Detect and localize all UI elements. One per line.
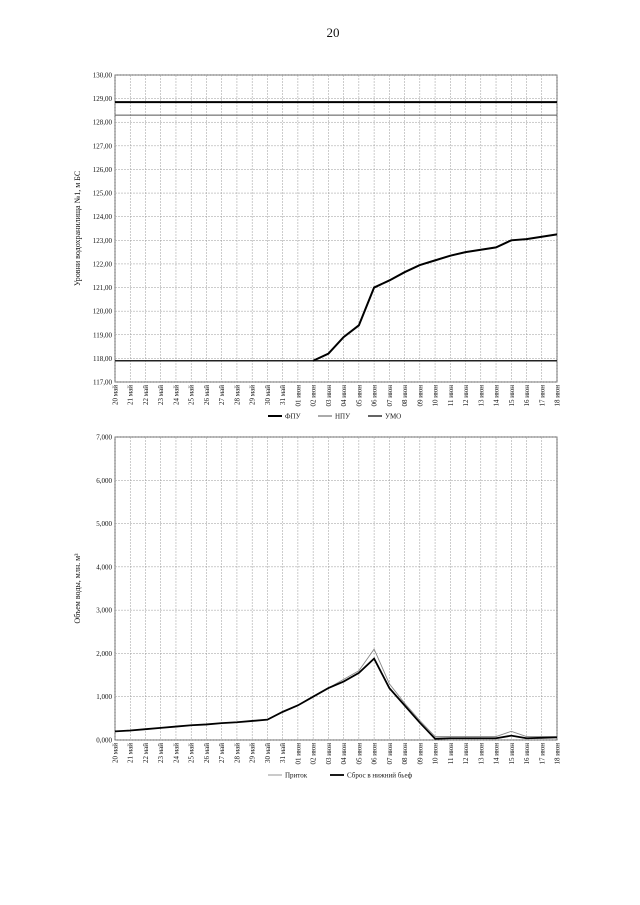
x-tick-label: 25 май — [188, 385, 196, 405]
x-tick-label: 28 май — [233, 743, 241, 763]
x-tick-label: 18 июн — [554, 743, 562, 765]
x-tick-label: 02 июн — [310, 385, 318, 407]
x-tick-label: 29 май — [249, 743, 257, 763]
x-tick-label: 04 июн — [340, 385, 348, 407]
y-tick-label: 121,00 — [93, 284, 113, 292]
x-tick-label: 27 май — [218, 743, 226, 763]
x-tick-label: 05 июн — [355, 385, 363, 407]
x-tick-label: 03 июн — [325, 385, 333, 407]
x-tick-label: 20 май — [112, 385, 120, 405]
x-tick-label: 13 июн — [477, 385, 485, 407]
x-tick-label: 17 июн — [538, 743, 546, 765]
x-tick-label: 05 июн — [355, 743, 363, 765]
x-tick-label: 22 май — [142, 385, 150, 405]
x-tick-label: 02 июн — [310, 743, 318, 765]
x-tick-label: 20 май — [112, 743, 120, 763]
x-tick-label: 16 июн — [523, 385, 531, 407]
y-tick-label: 129,00 — [93, 95, 113, 103]
y-tick-label: 122,00 — [93, 260, 113, 268]
x-tick-label: 26 май — [203, 385, 211, 405]
series-line — [312, 233, 558, 362]
y-tick-label: 123,00 — [93, 237, 113, 245]
legend-label: ФПУ — [285, 413, 301, 421]
y-axis-label: Объем воды, млн. м³ — [73, 553, 82, 624]
x-tick-label: 09 июн — [416, 385, 424, 407]
x-tick-label: 01 июн — [294, 385, 302, 407]
y-tick-label: 0,000 — [96, 737, 112, 745]
x-tick-label: 21 май — [127, 385, 135, 405]
y-tick-label: 3,000 — [96, 607, 112, 615]
x-tick-label: 10 июн — [432, 385, 440, 407]
x-tick-label: 01 июн — [294, 743, 302, 765]
x-tick-label: 07 июн — [386, 743, 394, 765]
y-tick-label: 5,000 — [96, 520, 112, 528]
x-tick-label: 08 июн — [401, 385, 409, 407]
y-tick-label: 120,00 — [93, 308, 113, 316]
x-tick-label: 25 май — [188, 743, 196, 763]
legend-label: УМО — [385, 413, 401, 421]
x-tick-label: 24 май — [172, 743, 180, 763]
x-tick-label: 15 июн — [508, 385, 516, 407]
y-tick-label: 4,000 — [96, 563, 112, 571]
x-tick-label: 09 июн — [416, 743, 424, 765]
y-tick-label: 118,00 — [93, 355, 112, 363]
x-tick-label: 27 май — [218, 385, 226, 405]
y-tick-label: 7,000 — [96, 434, 112, 442]
x-tick-label: 30 май — [264, 385, 272, 405]
x-tick-label: 12 июн — [462, 743, 470, 765]
x-tick-label: 15 июн — [508, 743, 516, 765]
x-tick-label: 29 май — [249, 385, 257, 405]
x-tick-label: 03 июн — [325, 743, 333, 765]
x-tick-label: 13 июн — [477, 743, 485, 765]
x-tick-label: 04 июн — [340, 743, 348, 765]
y-tick-label: 127,00 — [93, 142, 113, 150]
x-tick-label: 24 май — [172, 385, 180, 405]
x-tick-label: 31 май — [279, 743, 287, 763]
y-axis-label: Уровни водохранилища №1, м БС — [73, 171, 82, 286]
y-tick-label: 2,000 — [96, 650, 112, 658]
legend-label: НПУ — [335, 413, 350, 421]
y-tick-label: 128,00 — [93, 119, 113, 127]
x-tick-label: 23 май — [157, 743, 165, 763]
x-tick-label: 06 июн — [371, 385, 379, 407]
x-tick-label: 28 май — [233, 385, 241, 405]
x-tick-label: 30 май — [264, 743, 272, 763]
plot-frame — [114, 436, 558, 741]
x-tick-label: 16 июн — [523, 743, 531, 765]
x-tick-label: 22 май — [142, 743, 150, 763]
y-tick-label: 126,00 — [93, 166, 113, 174]
plot-frame — [114, 74, 558, 383]
x-tick-label: 14 июн — [493, 385, 501, 407]
y-tick-label: 130,00 — [93, 72, 113, 80]
x-tick-label: 26 май — [203, 743, 211, 763]
y-tick-label: 125,00 — [93, 190, 113, 198]
x-tick-label: 08 июн — [401, 743, 409, 765]
x-tick-label: 10 июн — [432, 743, 440, 765]
x-tick-label: 12 июн — [462, 385, 470, 407]
y-tick-label: 119,00 — [93, 331, 112, 339]
x-tick-label: 14 июн — [493, 743, 501, 765]
y-tick-label: 124,00 — [93, 213, 113, 221]
series-line — [114, 648, 557, 737]
x-tick-label: 11 июн — [447, 385, 455, 406]
x-tick-label: 06 июн — [371, 743, 379, 765]
x-tick-label: 17 июн — [538, 385, 546, 407]
y-tick-label: 117,00 — [93, 379, 112, 387]
x-tick-label: 18 июн — [554, 385, 562, 407]
x-tick-label: 11 июн — [447, 743, 455, 764]
page-number: 20 — [327, 25, 340, 40]
x-tick-label: 31 май — [279, 385, 287, 405]
legend-label: Приток — [285, 772, 308, 780]
y-tick-label: 1,000 — [96, 693, 112, 701]
legend-label: Сброс в нижний бьеф — [347, 772, 413, 780]
x-tick-label: 23 май — [157, 385, 165, 405]
x-tick-label: 07 июн — [386, 385, 394, 407]
series-line — [114, 657, 558, 740]
y-tick-label: 6,000 — [96, 477, 112, 485]
x-tick-label: 21 май — [127, 743, 135, 763]
